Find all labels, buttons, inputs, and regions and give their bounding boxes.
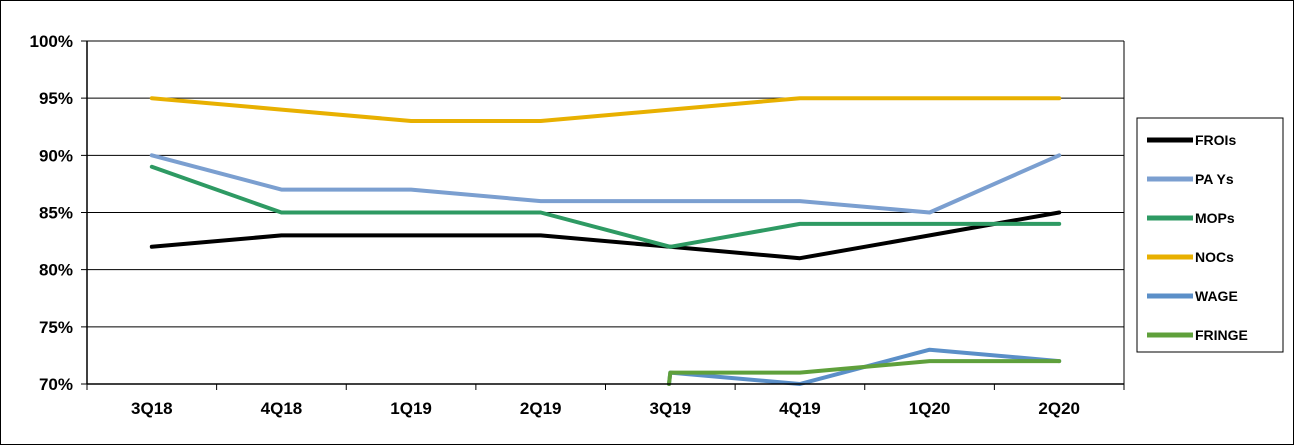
x-tick-label: 2Q19 (520, 399, 562, 418)
y-tick-label: 85% (39, 204, 73, 223)
y-tick-label: 80% (39, 261, 73, 280)
x-tick-label: 3Q18 (131, 399, 173, 418)
series-line-frois (152, 213, 1059, 259)
legend-box (1137, 118, 1283, 352)
x-tick-label: 1Q20 (909, 399, 951, 418)
series-lines (152, 98, 1059, 384)
y-tick-label: 70% (39, 375, 73, 394)
gridlines (81, 41, 1124, 384)
legend-label: FROIs (1195, 132, 1236, 148)
y-axis-ticks: 100% 95% 90% 85% 80% 75% 70% (30, 32, 73, 394)
x-axis-ticks: 3Q18 4Q18 1Q19 2Q19 3Q19 4Q19 1Q20 2Q20 (87, 384, 1124, 418)
legend-label: PA Ys (1195, 171, 1234, 187)
series-line-nocs (152, 98, 1059, 121)
legend-label: WAGE (1195, 288, 1238, 304)
y-tick-label: 100% (30, 32, 73, 51)
y-tick-label: 75% (39, 318, 73, 337)
y-tick-label: 95% (39, 89, 73, 108)
x-tick-label: 2Q20 (1038, 399, 1080, 418)
legend: FROIs PA Ys MOPs NOCs WAGE FRINGE (1137, 118, 1283, 352)
y-tick-label: 90% (39, 146, 73, 165)
legend-label: NOCs (1195, 249, 1234, 265)
series-line-fringe (669, 361, 1059, 384)
x-tick-label: 4Q18 (261, 399, 303, 418)
series-line-pa-ys (152, 155, 1059, 212)
legend-label: FRINGE (1195, 327, 1248, 343)
x-tick-label: 1Q19 (390, 399, 432, 418)
legend-label: MOPs (1195, 210, 1235, 226)
x-tick-label: 4Q19 (779, 399, 821, 418)
x-tick-label: 3Q19 (650, 399, 692, 418)
